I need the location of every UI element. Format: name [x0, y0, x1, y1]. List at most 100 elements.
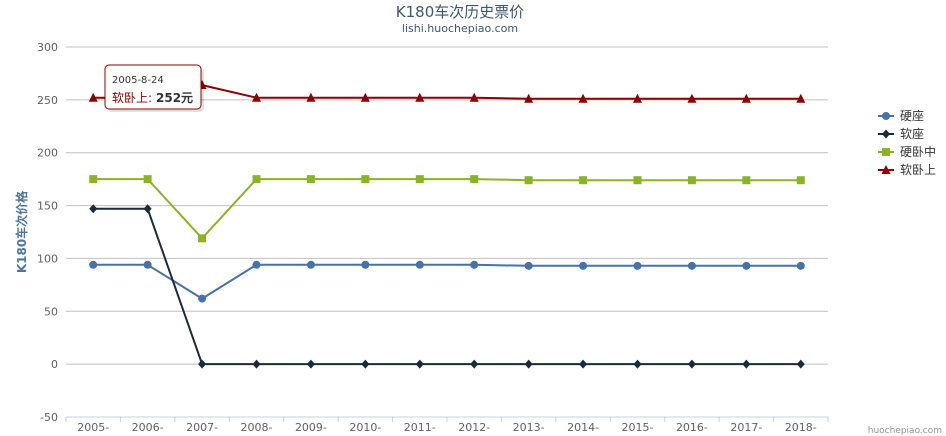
data-point[interactable]	[361, 175, 370, 184]
data-point[interactable]	[687, 93, 697, 103]
y-tick-label: 150	[37, 200, 58, 213]
tooltip-date: 2005-8-24	[112, 75, 164, 86]
y-tick-label: 300	[37, 41, 58, 54]
data-point[interactable]	[579, 261, 588, 270]
data-point[interactable]	[470, 359, 479, 369]
x-tick-label: 2017-	[730, 421, 762, 434]
data-point[interactable]	[89, 204, 98, 214]
data-point[interactable]	[687, 261, 696, 270]
data-point[interactable]	[742, 359, 751, 369]
x-axis: 2005- 2006- 2007- 2008- 2009- 2010- 2011- 2012-…	[65, 416, 829, 434]
data-point[interactable]	[741, 93, 751, 103]
x-tick-label: 2009-	[295, 421, 327, 434]
data-point[interactable]	[198, 359, 207, 369]
tooltip-colon: :	[148, 91, 152, 105]
tooltip-series: 软卧上	[112, 91, 148, 105]
data-point[interactable]	[143, 175, 152, 184]
x-tick-label: 2018-	[785, 421, 817, 434]
data-point[interactable]	[796, 176, 805, 185]
data-point[interactable]	[252, 92, 261, 102]
data-point[interactable]	[143, 260, 152, 269]
data-point[interactable]	[524, 261, 533, 270]
legend-marker[interactable]	[882, 129, 890, 139]
data-point[interactable]	[633, 176, 642, 185]
data-point[interactable]	[89, 175, 98, 184]
data-point[interactable]	[742, 261, 751, 270]
data-point[interactable]	[415, 92, 425, 102]
data-point[interactable]	[88, 92, 98, 102]
series-line	[93, 84, 801, 100]
data-point[interactable]	[89, 260, 98, 269]
data-point[interactable]	[633, 93, 642, 103]
data-point[interactable]	[742, 176, 751, 185]
series-2	[89, 204, 805, 369]
legend-label: 软座	[900, 126, 924, 141]
data-point[interactable]	[687, 176, 696, 185]
data-point[interactable]	[415, 175, 424, 184]
legend-label: 硬卧中	[900, 144, 936, 159]
legend-label: 硬座	[900, 108, 924, 123]
x-tick-label: 2007-	[186, 421, 218, 434]
credit-link[interactable]: huochepiao.com	[868, 426, 942, 436]
y-axis-ticks: -50 0 50 100 150 200 250 300	[37, 41, 58, 424]
series-line	[93, 263, 801, 300]
data-point[interactable]	[361, 260, 370, 269]
data-point[interactable]	[633, 359, 642, 369]
legend-marker[interactable]	[882, 148, 890, 156]
data-point[interactable]	[415, 359, 424, 369]
x-tick-label: 2006-	[132, 421, 164, 434]
y-tick-label: -50	[40, 411, 58, 424]
tooltip-box	[104, 64, 202, 110]
data-point[interactable]	[143, 204, 152, 214]
data-point[interactable]	[360, 92, 370, 102]
data-point[interactable]	[796, 93, 806, 103]
data-point[interactable]	[415, 260, 424, 269]
x-tick-label: 2008-	[241, 421, 273, 434]
data-point[interactable]	[469, 92, 479, 102]
data-point[interactable]	[796, 261, 805, 270]
data-point[interactable]	[198, 234, 207, 243]
data-point[interactable]	[252, 359, 261, 369]
tooltip-value: 252元	[156, 91, 193, 105]
series-line	[93, 178, 801, 240]
data-point[interactable]	[306, 359, 315, 369]
legend-label: 软卧上	[900, 163, 936, 177]
data-point[interactable]	[306, 175, 315, 184]
data-point[interactable]	[252, 175, 261, 184]
chart-title: K180车次历史票价	[396, 3, 524, 21]
x-tick-label: 2005-	[77, 421, 109, 434]
data-point[interactable]	[470, 260, 479, 269]
data-point[interactable]	[306, 260, 315, 269]
y-tick-label: 0	[51, 358, 58, 371]
series-group	[88, 80, 806, 369]
data-point[interactable]	[579, 359, 588, 369]
x-tick-label: 2016-	[676, 421, 708, 434]
data-point[interactable]	[633, 261, 642, 270]
legend-item[interactable]: 软座	[878, 126, 924, 141]
series-3	[89, 175, 805, 243]
legend-marker[interactable]	[881, 165, 891, 174]
data-point[interactable]	[198, 294, 207, 303]
data-point[interactable]	[524, 176, 533, 185]
data-point[interactable]	[796, 359, 805, 369]
chart-subtitle: lishi.huochepiao.com	[402, 22, 518, 35]
data-point[interactable]	[524, 93, 534, 103]
data-point[interactable]	[361, 359, 370, 369]
data-point[interactable]	[306, 92, 316, 102]
data-point[interactable]	[578, 93, 588, 103]
data-point[interactable]	[252, 260, 261, 269]
legend-marker[interactable]	[882, 112, 890, 120]
x-tick-label: 2013-	[513, 421, 545, 434]
y-tick-label: 250	[37, 94, 58, 107]
data-point[interactable]	[470, 175, 479, 184]
data-point[interactable]	[687, 359, 696, 369]
data-point[interactable]	[524, 359, 533, 369]
legend-item[interactable]: 硬座	[878, 108, 924, 123]
legend-item[interactable]: 软卧上	[878, 163, 936, 177]
x-tick-label: 2011-	[404, 421, 436, 434]
legend-item[interactable]: 硬卧中	[878, 144, 936, 159]
data-point[interactable]	[579, 176, 588, 185]
